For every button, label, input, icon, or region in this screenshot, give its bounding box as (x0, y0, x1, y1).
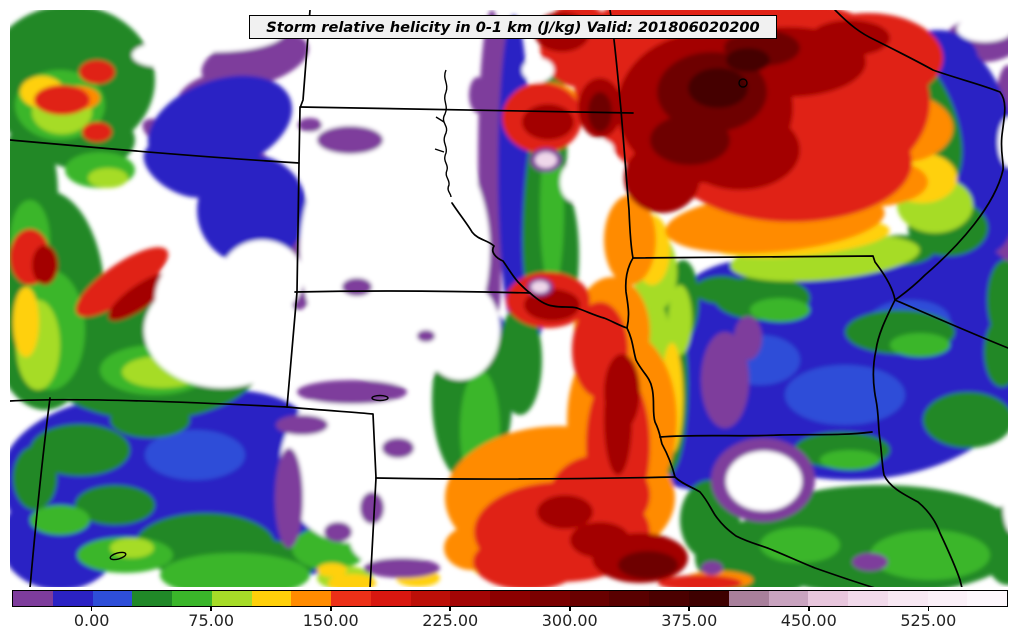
border-wi-il (894, 299, 1008, 349)
border-mt-wy (10, 139, 300, 164)
colorbar-segment (808, 591, 849, 606)
border-mississippi-river (872, 299, 963, 587)
colorbar-segment (569, 591, 610, 606)
state-borders (10, 10, 1008, 587)
colorbar-segment (132, 591, 173, 606)
purple-fringes (275, 118, 888, 578)
darkest-red-cores (688, 48, 770, 108)
colorbar-segment (609, 591, 650, 606)
colorbar-segment (211, 591, 252, 606)
colorbar-tick (329, 606, 332, 611)
colorbar-tick (90, 606, 93, 611)
border-wy-co (10, 398, 288, 408)
colorbar-tick (568, 606, 571, 611)
colorbar-tick (808, 606, 810, 611)
border-ne-ks (375, 476, 676, 480)
colorbar-segment (52, 591, 93, 606)
colorbar-segment (728, 591, 769, 606)
border-ia-mo (659, 431, 873, 438)
colorbar-segment (370, 591, 411, 606)
border-co-ks (369, 477, 377, 587)
colorbar-segment (251, 591, 292, 606)
colorbar-tick-label: 75.00 (188, 611, 235, 630)
pink-maxima (531, 152, 557, 293)
colorbar-segment (13, 591, 53, 606)
colorbar-segment (967, 591, 1008, 606)
border-red-river-sd-mn-big-sioux (609, 10, 634, 329)
colorbar-tick-label: 0.00 (73, 611, 110, 630)
colorbar-segment (172, 591, 212, 606)
colorbar-segment (887, 591, 928, 606)
colorbar-tick-label: 300.00 (541, 611, 598, 630)
river-missouri-sd (451, 202, 531, 294)
colorbar-segment (649, 591, 690, 606)
lake-outlines (109, 69, 748, 561)
border-west-vertical (286, 10, 311, 408)
border-nd-sd (299, 106, 634, 114)
colorbar (12, 590, 1008, 607)
colorbar-tick-label: 450.00 (780, 611, 837, 630)
white-spots (726, 16, 1008, 531)
colorbar-tick (688, 606, 691, 611)
colorbar-segment (92, 591, 133, 606)
colorbar-segment (490, 591, 530, 606)
colorbar-tick (449, 606, 452, 611)
colorbar-segment (410, 591, 451, 606)
river-missouri-main (529, 292, 875, 587)
colorbar-segment (848, 591, 888, 606)
colorbar-segment (450, 591, 491, 606)
colorbar-tick (927, 606, 930, 611)
colorbar-segment (927, 591, 968, 606)
border-mn-wi-river (834, 10, 1006, 301)
colorbar-segment (768, 591, 809, 606)
border-mn-ia (632, 255, 896, 301)
helicity-field (10, 10, 1008, 587)
border-ut-co (29, 397, 51, 587)
colorbar-tick-label: 225.00 (422, 611, 479, 630)
border-sd-ne (294, 290, 531, 294)
colorbar-tick-label: 150.00 (302, 611, 359, 630)
colorbar-segment (689, 591, 729, 606)
colorbar-segment (291, 591, 332, 606)
colorbar-segment (529, 591, 570, 606)
colorbar-segment (331, 591, 371, 606)
colorbar-tick-label: 525.00 (900, 611, 957, 630)
plot-title: Storm relative helicity in 0-1 km (J/kg)… (266, 18, 760, 36)
colorbar-tick-label: 375.00 (661, 611, 718, 630)
map-svg (9, 9, 1009, 588)
plot-title-box: Storm relative helicity in 0-1 km (J/kg)… (249, 15, 777, 39)
colorbar-tick (210, 606, 212, 611)
border-ne-co (286, 406, 377, 479)
